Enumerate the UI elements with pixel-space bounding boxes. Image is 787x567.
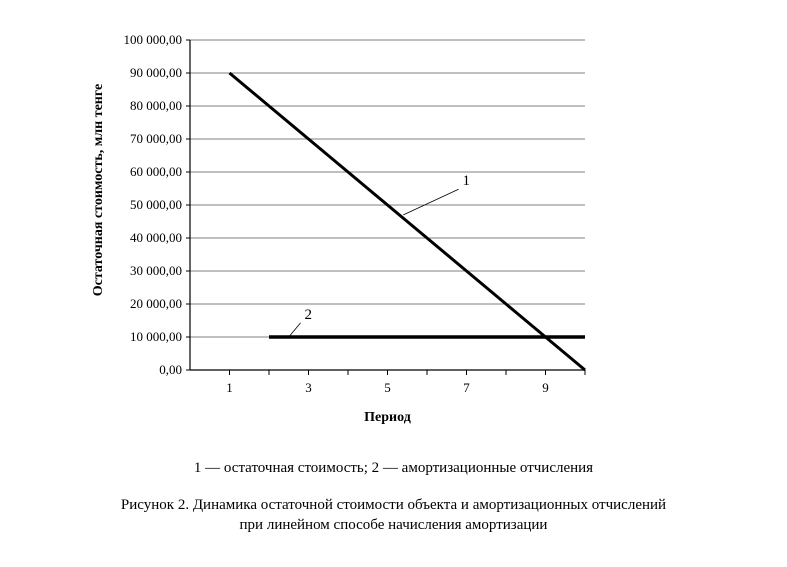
svg-text:2: 2: [305, 307, 313, 323]
svg-text:1: 1: [463, 173, 471, 189]
x-axis-title-text: Период: [364, 410, 411, 425]
svg-text:50 000,00: 50 000,00: [130, 197, 182, 212]
chart-container: 0,00 10 000,00 20 000,00 30 000,00 40 000,00…: [90, 20, 610, 405]
svg-text:3: 3: [305, 380, 312, 395]
svg-text:7: 7: [463, 380, 470, 395]
svg-text:80 000,00: 80 000,00: [130, 98, 182, 113]
svg-text:60 000,00: 60 000,00: [130, 164, 182, 179]
svg-text:30 000,00: 30 000,00: [130, 263, 182, 278]
svg-text:40 000,00: 40 000,00: [130, 230, 182, 245]
svg-text:90 000,00: 90 000,00: [130, 65, 182, 80]
svg-text:9: 9: [542, 380, 549, 395]
legend-content: 1 — остаточная стоимость; 2 — амортизаци…: [194, 460, 593, 476]
svg-text:1: 1: [226, 380, 233, 395]
svg-text:70 000,00: 70 000,00: [130, 131, 182, 146]
legend-text: 1 — остаточная стоимость; 2 — амортизаци…: [0, 460, 787, 477]
caption-line-1: Рисунок 2. Динамика остаточной стоимости…: [121, 497, 666, 513]
svg-text:20 000,00: 20 000,00: [130, 296, 182, 311]
svg-text:10 000,00: 10 000,00: [130, 329, 182, 344]
figure-caption: Рисунок 2. Динамика остаточной стоимости…: [0, 495, 787, 536]
svg-text:100 000,00: 100 000,00: [124, 32, 183, 47]
svg-text:0,00: 0,00: [159, 362, 182, 377]
line-chart: 0,00 10 000,00 20 000,00 30 000,00 40 000,00…: [90, 20, 610, 400]
page: Остаточная стоимость, млн тенге 0,0010 0…: [0, 0, 787, 567]
caption-line-2: при линейном способе начисления амортиза…: [240, 517, 548, 533]
svg-text:5: 5: [384, 380, 391, 395]
x-axis-title: Период: [338, 410, 438, 426]
